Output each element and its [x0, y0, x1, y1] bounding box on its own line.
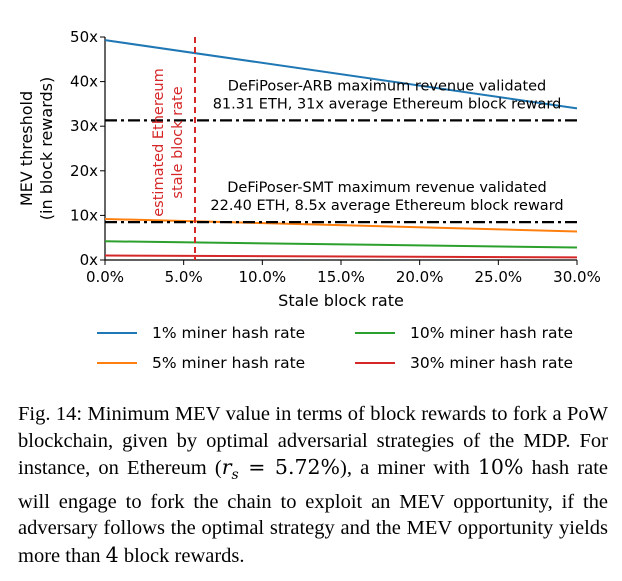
caption-middle: ), a miner with — [340, 457, 478, 479]
y-axis-title-line1: MEV threshold — [17, 91, 36, 206]
x-tick-label: 10.0% — [239, 268, 287, 286]
y-axis-title-line2: (in block rewards) — [37, 77, 56, 220]
stale-rate-label-line1: estimated Ethereum — [151, 68, 167, 216]
chart-figure: 0x 10x 20x 30x 40x 50x 0.0% 5.0% 10.0% 15.0% 20.0%… — [17, 28, 601, 372]
y-tick-label: 30x — [70, 117, 98, 135]
y-tick-label: 20x — [70, 162, 98, 180]
x-tick-label: 0.0% — [86, 268, 124, 286]
caption-math-eq: = 5.72% — [238, 455, 341, 479]
x-axis-title: Stale block rate — [278, 291, 404, 310]
y-tick-label: 10x — [70, 206, 98, 224]
series-line-4 — [104, 254, 578, 259]
caption-math-var: rs — [221, 455, 239, 484]
series-line-3 — [104, 240, 578, 249]
y-tick-label: 0x — [80, 251, 99, 269]
series-line-1 — [104, 39, 578, 110]
y-tick-label: 40x — [70, 73, 98, 91]
caption-hash-pct: 10% — [477, 455, 524, 479]
y-axis-title: MEV threshold(in block rewards) — [17, 77, 56, 220]
legend-label-2: 5% miner hash rate — [152, 354, 305, 372]
caption-reward-count: 4 — [105, 542, 119, 567]
reference-label-1-line2: 81.31 ETH, 31x average Ethereum block re… — [213, 96, 562, 112]
reference-label-1-line1: DeFiPoser-ARB maximum revenue validated — [228, 78, 547, 94]
x-tick-label: 5.0% — [165, 268, 203, 286]
stale-rate-label: estimated Ethereum stale block rate — [151, 68, 186, 216]
y-tick-label: 50x — [70, 28, 98, 46]
caption-suffix: block rewards. — [118, 544, 245, 567]
caption-middle2: hash rate will engage to fork the chain … — [18, 457, 608, 567]
stale-rate-label-line2: stale block rate — [170, 86, 186, 198]
x-tick-label: 25.0% — [475, 268, 523, 286]
reference-label-2-line1: DeFiPoser-SMT maximum revenue validated — [227, 180, 547, 196]
x-tick-label: 20.0% — [396, 268, 444, 286]
series-line-2 — [104, 217, 578, 233]
figure-caption: Fig. 14: Minimum MEV value in terms of b… — [18, 401, 608, 569]
x-tick-label: 30.0% — [553, 268, 601, 286]
caption-prefix: Fig. 14: Minimum MEV value in terms of b… — [18, 403, 608, 479]
legend-label-4: 30% miner hash rate — [410, 354, 573, 372]
chart-svg: 0x 10x 20x 30x 40x 50x 0.0% 5.0% 10.0% 15.0% 20.0%… — [17, 28, 601, 372]
legend-label-1: 1% miner hash rate — [152, 324, 305, 342]
reference-label-2-line2: 22.40 ETH, 8.5x average Ethereum block r… — [210, 198, 563, 214]
x-tick-label: 15.0% — [317, 268, 365, 286]
legend-label-3: 10% miner hash rate — [410, 324, 573, 342]
